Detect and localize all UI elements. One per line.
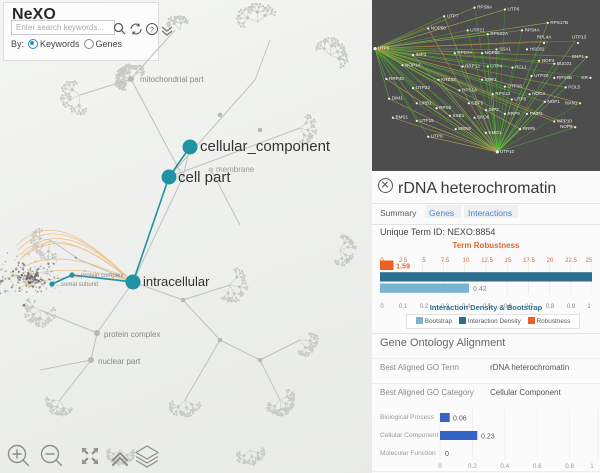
svg-text:Molecular Function: Molecular Function (380, 450, 436, 457)
svg-text:0.23: 0.23 (481, 434, 495, 441)
svg-text:RRP9: RRP9 (508, 111, 521, 116)
svg-text:CBF5: CBF5 (471, 100, 483, 105)
svg-text:1.59: 1.59 (396, 261, 410, 270)
svg-text:NOP6: NOP6 (560, 124, 573, 129)
svg-text:NOP58: NOP58 (485, 50, 501, 55)
svg-text:NOP56: NOP56 (431, 26, 447, 31)
svg-text:UTP6: UTP6 (508, 7, 520, 12)
svg-text:UTP22: UTP22 (416, 85, 431, 90)
svg-text:UTP9: UTP9 (378, 46, 390, 51)
svg-text:UTP13: UTP13 (572, 35, 587, 40)
svg-text:membrane: membrane (216, 165, 255, 174)
svg-text:Biological Process: Biological Process (380, 414, 435, 421)
svg-text:nuclear part: nuclear part (98, 357, 141, 366)
svg-text:NAN1: NAN1 (565, 100, 578, 105)
svg-text:0.6: 0.6 (533, 463, 542, 470)
svg-text:NOC4: NOC4 (532, 91, 545, 96)
svg-text:UTP20: UTP20 (534, 73, 549, 78)
svg-text:UTP10: UTP10 (500, 149, 515, 154)
svg-text:UTP15: UTP15 (419, 118, 434, 123)
svg-text:RPL4A: RPL4A (537, 35, 552, 40)
svg-text:RPS4A: RPS4A (525, 27, 541, 32)
svg-text:KR: KR (581, 75, 588, 80)
svg-text:DIP2: DIP2 (489, 107, 500, 112)
svg-text:...somal subunit: ...somal subunit (56, 282, 98, 288)
svg-text:UTP18: UTP18 (508, 84, 523, 89)
svg-text:RPS8A: RPS8A (477, 5, 493, 10)
svg-text:0: 0 (438, 463, 442, 470)
svg-text:...protein complex: ...protein complex (76, 273, 123, 279)
svg-text:NOP4: NOP4 (542, 58, 555, 63)
svg-text:RPS7A: RPS7A (457, 50, 473, 55)
svg-text:0: 0 (445, 451, 449, 458)
svg-text:protein complex: protein complex (104, 330, 160, 339)
svg-text:BMS1: BMS1 (396, 115, 409, 120)
svg-text:SSA1: SSA1 (499, 46, 511, 51)
svg-text:UTP4: UTP4 (490, 64, 502, 69)
svg-text:RPS1A: RPS1A (462, 87, 478, 92)
svg-text:RRP45: RRP45 (389, 76, 404, 81)
svg-text:NOP1: NOP1 (547, 99, 560, 104)
svg-text:KRE33: KRE33 (441, 77, 456, 82)
svg-text:SKO6: SKO6 (477, 115, 490, 120)
svg-text:RPS17B: RPS17B (550, 20, 568, 25)
svg-text:RCL1: RCL1 (515, 65, 527, 70)
svg-text:0.06: 0.06 (453, 416, 467, 423)
svg-text:UTP8: UTP8 (431, 134, 443, 139)
svg-text:intracellular: intracellular (143, 274, 210, 289)
svg-text:RPS5: RPS5 (439, 105, 451, 110)
svg-text:mitochondrial part: mitochondrial part (140, 75, 204, 84)
svg-text:UTP5: UTP5 (514, 97, 526, 102)
svg-text:0.2: 0.2 (468, 463, 477, 470)
svg-text:BUD21: BUD21 (557, 61, 572, 66)
svg-text:HSC82: HSC82 (530, 46, 545, 51)
svg-text:SSB1: SSB1 (453, 113, 465, 118)
svg-text:RRP12: RRP12 (465, 64, 480, 69)
svg-text:cellular_component: cellular_component (200, 138, 331, 155)
svg-text:RPS22A: RPS22A (490, 31, 509, 36)
svg-text:0.42: 0.42 (473, 286, 487, 293)
svg-text:RPS9B: RPS9B (557, 75, 572, 80)
svg-text:0.4: 0.4 (500, 463, 509, 470)
svg-text:RPS13: RPS13 (495, 91, 510, 96)
svg-text:RRP5: RRP5 (523, 126, 536, 131)
svg-text:URB1: URB1 (419, 100, 432, 105)
svg-text:IMP3: IMP3 (416, 52, 427, 57)
svg-text:0.8: 0.8 (565, 463, 574, 470)
svg-text:ENP1: ENP1 (572, 54, 584, 59)
svg-text:MSN5: MSN5 (458, 126, 471, 131)
svg-text:UTP21: UTP21 (470, 27, 485, 32)
svg-text:UTP7: UTP7 (447, 13, 459, 18)
svg-text:DIM1: DIM1 (392, 96, 403, 101)
svg-text:1: 1 (590, 463, 594, 470)
svg-text:SOF1: SOF1 (485, 77, 497, 82)
svg-text:EMG1: EMG1 (489, 130, 502, 135)
svg-text:MPP10: MPP10 (557, 119, 573, 124)
svg-text:PWP2: PWP2 (530, 111, 543, 116)
svg-text:POL5: POL5 (568, 84, 580, 89)
svg-text:Cellular Component: Cellular Component (380, 432, 438, 439)
svg-text:NOP14: NOP14 (405, 62, 421, 67)
